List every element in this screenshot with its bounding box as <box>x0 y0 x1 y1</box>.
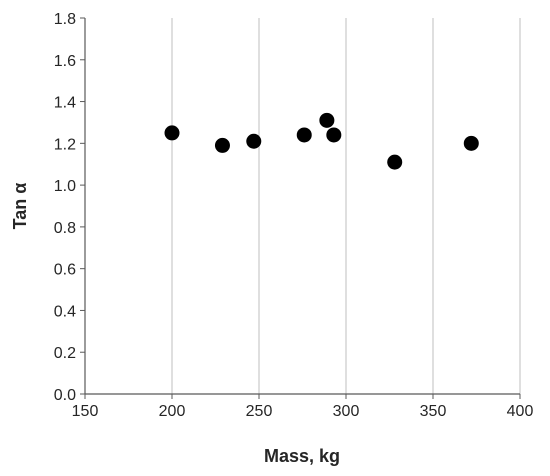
gridlines <box>171 18 521 394</box>
x-tick-label: 350 <box>420 403 447 420</box>
y-tick-label: 0.6 <box>54 262 76 279</box>
x-tick-label: 250 <box>246 403 273 420</box>
y-axis-title: Tan α <box>10 183 30 230</box>
plot-area <box>85 18 520 394</box>
data-point <box>214 137 230 153</box>
y-tick-label: 0.2 <box>54 345 76 362</box>
y-tick-label: 0.0 <box>54 387 76 404</box>
y-tick-label: 1.4 <box>54 95 76 112</box>
data-point <box>246 133 262 149</box>
x-axis-title: Mass, kg <box>264 446 340 466</box>
data-points <box>164 112 479 170</box>
y-tick-label: 0.8 <box>54 220 76 237</box>
x-tick-label: 200 <box>159 403 186 420</box>
x-tick-label: 400 <box>507 403 534 420</box>
data-point <box>463 135 479 151</box>
data-point <box>319 112 335 128</box>
y-tick-label: 1.2 <box>54 136 76 153</box>
axes <box>80 17 521 399</box>
x-tick-labels: 150 200 250 300 350 400 <box>72 403 534 420</box>
data-point <box>296 127 312 143</box>
y-tick-label: 1.0 <box>54 178 76 195</box>
y-tick-label: 0.4 <box>54 303 76 320</box>
y-tick-label: 1.6 <box>54 53 76 70</box>
x-tick-label: 150 <box>72 403 99 420</box>
x-tick-label: 300 <box>333 403 360 420</box>
y-tick-label: 1.8 <box>54 11 76 28</box>
data-point <box>326 127 342 143</box>
data-point <box>387 154 403 170</box>
data-point <box>164 125 180 141</box>
y-tick-labels: 0.0 0.2 0.4 0.6 0.8 1.0 1.2 1.4 1.6 1.8 <box>54 11 76 404</box>
